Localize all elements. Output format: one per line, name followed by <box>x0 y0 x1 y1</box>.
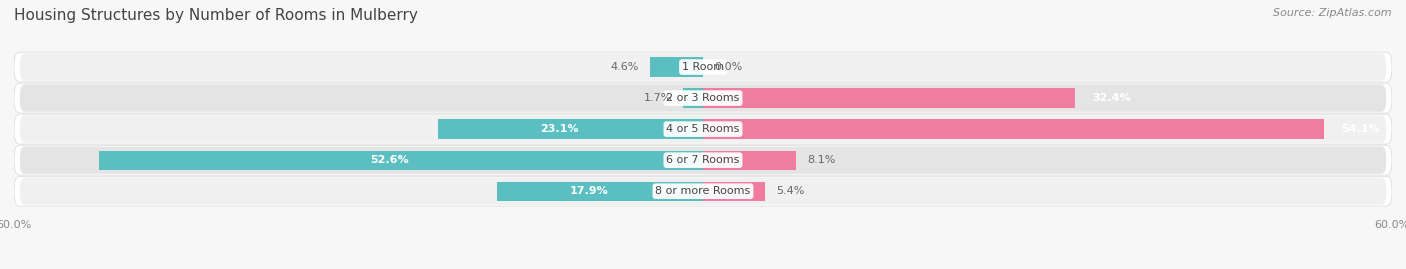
FancyBboxPatch shape <box>20 53 1386 81</box>
Text: 32.4%: 32.4% <box>1092 93 1130 103</box>
Text: 17.9%: 17.9% <box>569 186 609 196</box>
Text: Housing Structures by Number of Rooms in Mulberry: Housing Structures by Number of Rooms in… <box>14 8 418 23</box>
Text: 4.6%: 4.6% <box>610 62 638 72</box>
FancyBboxPatch shape <box>20 147 1386 174</box>
Text: 6 or 7 Rooms: 6 or 7 Rooms <box>666 155 740 165</box>
FancyBboxPatch shape <box>14 52 1392 82</box>
Text: 2 or 3 Rooms: 2 or 3 Rooms <box>666 93 740 103</box>
Text: 1.7%: 1.7% <box>644 93 672 103</box>
Bar <box>703 89 1076 108</box>
Bar <box>703 182 765 201</box>
Bar <box>498 182 703 201</box>
Text: 4 or 5 Rooms: 4 or 5 Rooms <box>666 124 740 134</box>
FancyBboxPatch shape <box>14 145 1392 175</box>
Text: 5.4%: 5.4% <box>776 186 804 196</box>
Bar <box>703 119 1324 139</box>
FancyBboxPatch shape <box>20 84 1386 112</box>
Text: Source: ZipAtlas.com: Source: ZipAtlas.com <box>1274 8 1392 18</box>
Text: 54.1%: 54.1% <box>1341 124 1381 134</box>
FancyBboxPatch shape <box>14 176 1392 206</box>
Text: 52.6%: 52.6% <box>370 155 409 165</box>
Text: 8.1%: 8.1% <box>807 155 835 165</box>
Text: 1 Room: 1 Room <box>682 62 724 72</box>
Bar <box>650 57 703 77</box>
Bar <box>703 151 796 170</box>
Bar <box>437 119 703 139</box>
FancyBboxPatch shape <box>14 83 1392 113</box>
Bar <box>683 89 703 108</box>
Text: 8 or more Rooms: 8 or more Rooms <box>655 186 751 196</box>
FancyBboxPatch shape <box>20 115 1386 143</box>
Text: 0.0%: 0.0% <box>714 62 742 72</box>
FancyBboxPatch shape <box>14 114 1392 144</box>
FancyBboxPatch shape <box>20 178 1386 205</box>
Text: 23.1%: 23.1% <box>540 124 578 134</box>
Bar <box>98 151 703 170</box>
